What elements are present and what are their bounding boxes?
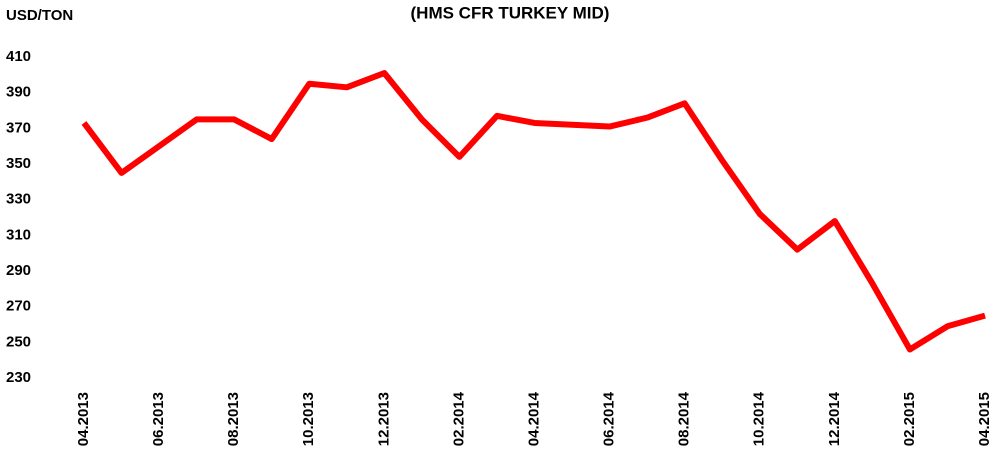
y-tick-label: 270 [6,298,31,315]
x-tick-label: 06.2013 [150,392,167,446]
x-tick-label: 12.2013 [375,392,392,446]
y-tick-label: 370 [6,119,31,136]
y-tick-label: 390 [6,84,31,101]
x-tick-label: 04.2013 [75,392,92,446]
x-tick-label: 12.2014 [826,391,843,446]
y-tick-label: 410 [6,48,31,65]
x-tick-label: 02.2015 [901,392,918,446]
x-tick-label: 08.2014 [676,391,693,446]
y-tick-label: 230 [6,369,31,386]
y-tick-label: 350 [6,155,31,172]
x-tick-label: 02.2014 [450,391,467,446]
y-tick-label: 290 [6,262,31,279]
y-tick-label: 250 [6,333,31,350]
x-tick-label: 04.2015 [976,392,993,446]
line-series [81,70,986,353]
y-tick-label: 330 [6,191,31,208]
x-tick-label: 10.2013 [300,392,317,446]
x-tick-label: 08.2013 [225,392,242,446]
y-tick-label: 310 [6,226,31,243]
y-axis-label: USD/TON [6,7,73,24]
x-tick-label: 06.2014 [601,391,618,446]
x-tick-label: 10.2014 [751,391,768,446]
chart-title: (HMS CFR TURKEY MID) [411,3,610,22]
x-tick-label: 04.2014 [525,391,542,446]
